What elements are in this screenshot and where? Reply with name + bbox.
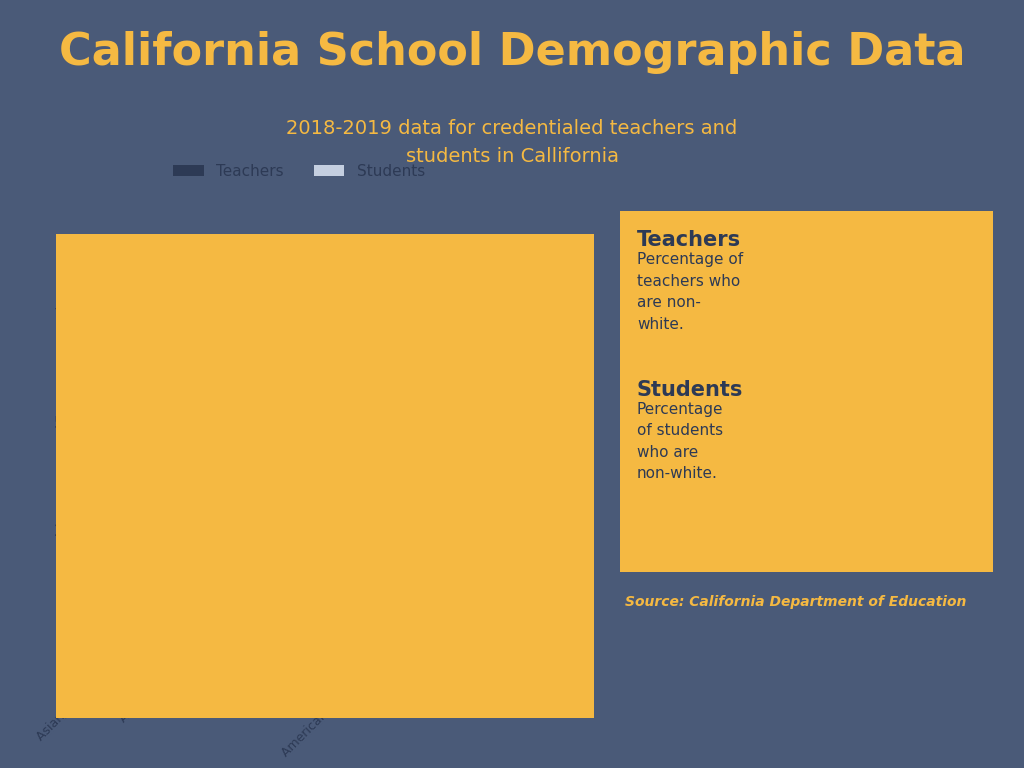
- Bar: [528, 616, 552, 637]
- Bar: [464, 538, 486, 637]
- Bar: [202, 599, 225, 637]
- Text: Teachers: Teachers: [637, 230, 741, 250]
- Bar: [245, 621, 267, 637]
- Bar: [440, 370, 464, 637]
- Text: 78%: 78%: [870, 472, 916, 492]
- Bar: [179, 607, 202, 637]
- Text: Percentage
of students
who are
non-white.: Percentage of students who are non-white…: [637, 402, 723, 482]
- Text: Students: Students: [637, 380, 743, 400]
- Bar: [398, 633, 421, 637]
- Bar: [137, 586, 160, 637]
- Bar: [375, 633, 398, 637]
- Text: Source: California Department of Education: Source: California Department of Educati…: [625, 595, 966, 609]
- Bar: [333, 396, 355, 637]
- Bar: [506, 624, 528, 637]
- Text: California School Demographic Data: California School Demographic Data: [58, 31, 966, 74]
- Wedge shape: [839, 426, 893, 475]
- Text: Percentage of
teachers who
are non-
white.: Percentage of teachers who are non- whit…: [637, 252, 743, 332]
- Text: 39%: 39%: [870, 307, 916, 326]
- Text: 2018-2019 data for credentialed teachers and
students in Callifornia: 2018-2019 data for credentialed teachers…: [287, 119, 737, 166]
- Wedge shape: [838, 426, 949, 538]
- Bar: [114, 599, 137, 637]
- Wedge shape: [838, 261, 929, 372]
- Wedge shape: [893, 261, 949, 360]
- Legend: Teachers, Students: Teachers, Students: [167, 157, 431, 185]
- Bar: [310, 551, 333, 637]
- Bar: [267, 616, 291, 637]
